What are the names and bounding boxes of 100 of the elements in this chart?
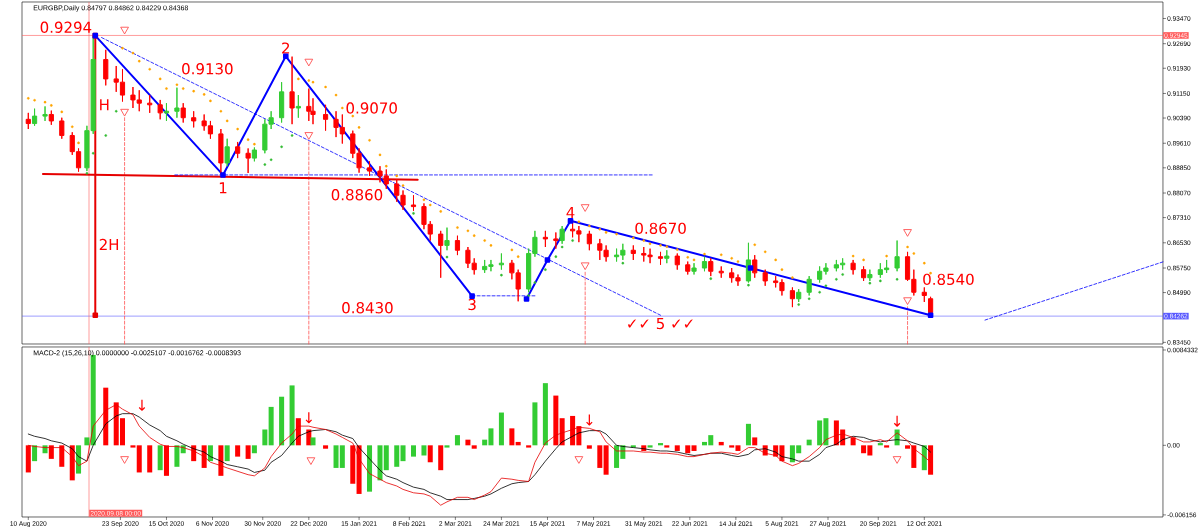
annotation: 2 [282, 42, 290, 54]
annotation: 0.9070 [346, 102, 397, 114]
bar [218, 445, 224, 476]
bar [438, 445, 444, 471]
point [747, 283, 750, 287]
bar [147, 445, 153, 473]
bar [877, 443, 883, 446]
point [445, 255, 449, 259]
bar [884, 445, 890, 448]
candlestick [103, 49, 109, 86]
candlestick [444, 227, 450, 251]
point [523, 296, 530, 302]
annotation: 2H [99, 238, 119, 250]
candlestick [251, 146, 257, 162]
point [533, 281, 537, 284]
candlestick [762, 269, 768, 287]
bar [174, 445, 180, 467]
bar [48, 445, 54, 459]
bar [674, 445, 680, 451]
annotation: 0.8540 [923, 273, 974, 286]
point [807, 297, 811, 301]
candlestick [295, 94, 301, 119]
candlestick [586, 230, 592, 251]
candlestick [789, 286, 796, 308]
bar [664, 445, 670, 448]
bar [526, 445, 532, 448]
point [304, 132, 314, 140]
candlestick [31, 108, 38, 127]
point [903, 297, 912, 305]
point [709, 277, 713, 280]
candlestick [25, 112, 31, 130]
bar [685, 445, 691, 454]
bar [224, 445, 230, 462]
bar [394, 445, 400, 467]
bar [586, 445, 592, 449]
bar [509, 428, 515, 446]
annotation: 0.9294 [40, 21, 92, 33]
bar [350, 445, 356, 484]
annotation: 0.8860 [331, 189, 383, 201]
point [841, 273, 844, 276]
candlestick [147, 94, 153, 114]
candlestick [279, 81, 285, 124]
point [104, 134, 108, 137]
candlestick [498, 252, 505, 271]
bar [289, 385, 295, 446]
point [835, 278, 838, 281]
candlestick [59, 117, 65, 140]
candlestick [559, 225, 565, 245]
bar [103, 387, 109, 446]
point [903, 229, 912, 237]
candlestick [861, 265, 867, 282]
bar [84, 437, 90, 446]
candlestick [701, 256, 708, 272]
annotation: 0.8430 [342, 302, 393, 314]
candlestick [921, 286, 927, 303]
point [818, 290, 821, 294]
bar [745, 423, 751, 446]
candlestick [691, 262, 697, 275]
point [412, 212, 415, 215]
candlestick [366, 160, 373, 177]
annotation: ↓ [138, 399, 146, 411]
point [500, 273, 503, 277]
point [567, 218, 574, 224]
bar [268, 406, 274, 446]
candlestick [289, 56, 295, 125]
point [469, 293, 475, 299]
point [544, 257, 551, 263]
candlestick [42, 105, 48, 122]
point [824, 284, 828, 288]
bar [427, 445, 433, 463]
bar [262, 429, 268, 446]
candlestick [163, 102, 170, 122]
bar [323, 445, 329, 449]
annotation: 0.9130 [182, 63, 233, 75]
candlestick [553, 231, 559, 250]
point [280, 145, 283, 149]
bar [553, 395, 559, 446]
annotation: ↓ [586, 414, 593, 426]
point [621, 261, 625, 265]
candlestick [685, 261, 691, 275]
annotation: 0.8670 [635, 222, 686, 234]
candlestick [894, 240, 900, 272]
bar [444, 445, 450, 448]
point [527, 294, 530, 297]
point [91, 151, 95, 155]
point [554, 255, 558, 259]
point [747, 265, 754, 271]
bar [658, 443, 664, 446]
bar [454, 435, 460, 446]
point [290, 134, 294, 137]
candlestick [224, 138, 230, 167]
point [85, 172, 89, 175]
candlestick [180, 102, 186, 124]
candlestick [630, 244, 636, 261]
bar [235, 445, 241, 457]
point [571, 239, 574, 242]
bar [32, 445, 38, 462]
candlestick [48, 110, 54, 126]
candlestick [157, 99, 163, 120]
candlestick [867, 269, 873, 282]
